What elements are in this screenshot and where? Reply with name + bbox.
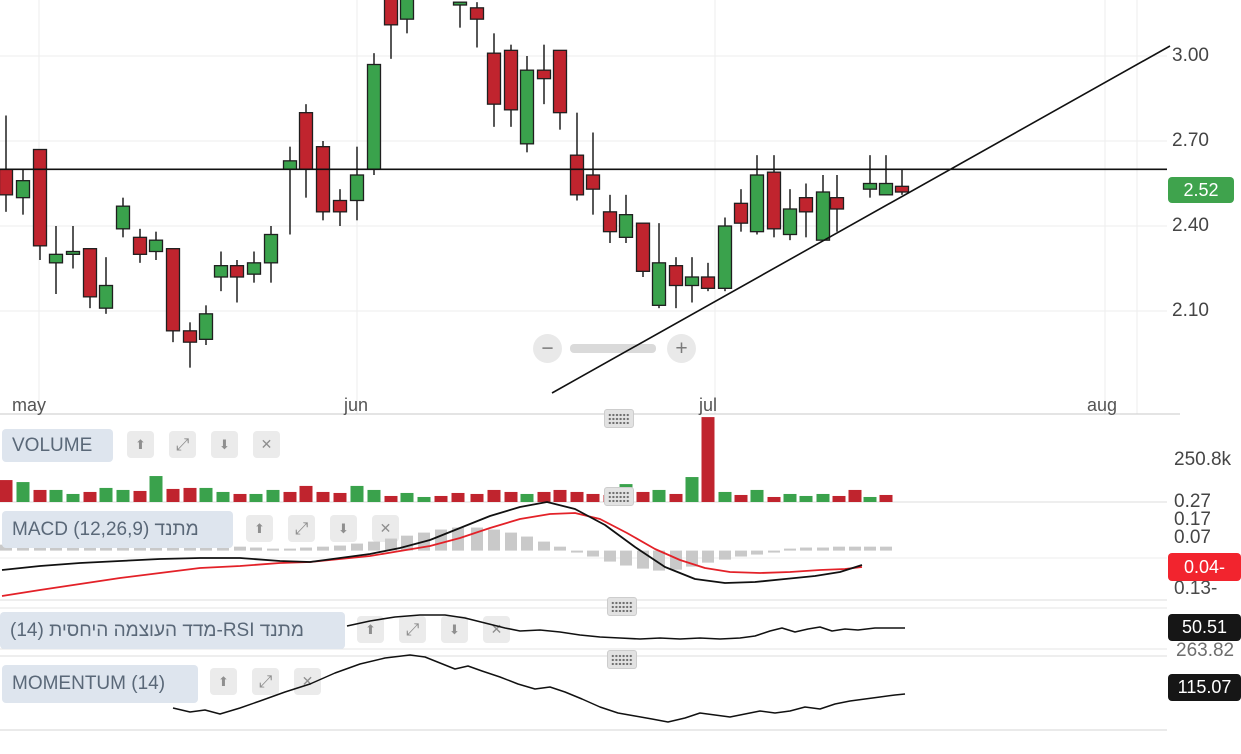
zoom-slider[interactable]	[568, 341, 658, 355]
price-tick-label: 3.00	[1172, 45, 1209, 66]
volume-up-button[interactable]: ⬆	[127, 431, 154, 458]
volume-bars	[0, 417, 893, 502]
macd-scale-label-below: 0.13-	[1174, 578, 1218, 599]
zoom-in-button[interactable]: +	[667, 334, 696, 363]
momentum-line	[172, 654, 906, 723]
volume-expand-button[interactable]: ⤢	[169, 431, 196, 458]
rsi-expand-button[interactable]: ⤢	[399, 616, 426, 643]
close-icon: ✕	[301, 673, 314, 689]
macd-value: 0.04-	[1183, 556, 1226, 577]
momentum-close-button[interactable]: ✕	[294, 668, 321, 695]
zoom-out-button[interactable]: −	[533, 334, 562, 363]
arrow-down-icon: ⬇	[338, 520, 349, 536]
arrow-up-icon: ⬆	[135, 436, 146, 452]
panel-resize-handle[interactable]	[604, 487, 634, 506]
macd-scale-label: 0.27	[1174, 491, 1211, 512]
momentum-up-button[interactable]: ⬆	[210, 668, 237, 695]
expand-icon: ⤢	[258, 671, 273, 691]
drag-dots-icon	[611, 654, 633, 665]
month-label-jun: jun	[344, 395, 369, 415]
close-icon: ✕	[490, 621, 503, 637]
volume-close-button[interactable]: ✕	[253, 431, 280, 458]
momentum-scale-label: 263.82	[1176, 640, 1235, 661]
panel-resize-handle[interactable]	[607, 597, 637, 616]
minus-icon: −	[541, 336, 554, 360]
rsi-down-button[interactable]: ⬇	[441, 616, 468, 643]
arrow-up-icon: ⬆	[218, 673, 229, 689]
rsi-up-button[interactable]: ⬆	[357, 616, 384, 643]
macd-close-button[interactable]: ✕	[372, 515, 399, 542]
rsi-value: 50.51	[1181, 617, 1228, 637]
macd-scale-label: 0.07	[1174, 527, 1211, 548]
panel-resize-handle[interactable]	[607, 650, 637, 669]
panel-resize-handle[interactable]	[604, 409, 634, 428]
last-price-badge: 2.52	[1168, 177, 1234, 203]
drag-dots-icon	[608, 491, 630, 502]
macd-up-button[interactable]: ⬆	[246, 515, 273, 542]
macd-panel-title: MACD (12,26,9) מתנד	[12, 518, 199, 540]
volume-scale-label: 250.8k	[1174, 449, 1232, 470]
arrow-down-icon: ⬇	[449, 621, 460, 637]
arrow-up-icon: ⬆	[365, 621, 376, 637]
candles	[0, 0, 910, 368]
drag-dots-icon	[608, 413, 630, 424]
close-icon: ✕	[260, 436, 273, 452]
price-tick-label: 2.40	[1172, 215, 1209, 236]
rsi-panel-title: מתנד RSI-מדד העוצמה היחסית (14)	[10, 619, 304, 641]
price-tick-label: 2.10	[1172, 300, 1209, 321]
expand-icon: ⤢	[405, 619, 420, 639]
rsi-value-badge: 50.51	[1168, 614, 1241, 641]
macd-scale-label: 0.17	[1174, 509, 1211, 530]
arrow-up-icon: ⬆	[254, 520, 265, 536]
time-axis[interactable]	[0, 396, 1165, 415]
volume-panel-title: VOLUME	[12, 434, 93, 456]
month-label-aug: aug	[1087, 395, 1118, 415]
rsi-panel-label[interactable]: מתנד RSI-מדד העוצמה היחסית (14)	[0, 612, 345, 649]
plus-icon: +	[675, 336, 688, 360]
rsi-line	[346, 614, 905, 640]
expand-icon: ⤢	[175, 434, 190, 454]
momentum-value-badge: 115.07	[1168, 674, 1241, 701]
rsi-close-button[interactable]: ✕	[483, 616, 510, 643]
close-icon: ✕	[379, 520, 392, 536]
macd-expand-button[interactable]: ⤢	[288, 515, 315, 542]
momentum-expand-button[interactable]: ⤢	[252, 668, 279, 695]
month-label-jul: jul	[699, 395, 718, 415]
macd-value-badge: 0.04-	[1168, 553, 1241, 581]
month-label-may: may	[12, 395, 47, 415]
arrow-down-icon: ⬇	[219, 436, 230, 452]
macd-down-button[interactable]: ⬇	[330, 515, 357, 542]
price-tick-label: 2.70	[1172, 130, 1209, 151]
expand-icon: ⤢	[294, 518, 309, 538]
macd-panel-label[interactable]: MACD (12,26,9) מתנד	[2, 511, 233, 548]
momentum-panel-label[interactable]: MOMENTUM (14)	[2, 665, 198, 703]
last-price-value: 2.52	[1183, 179, 1219, 200]
momentum-value: 115.07	[1177, 677, 1232, 697]
volume-panel-label[interactable]: VOLUME	[2, 429, 113, 462]
volume-down-button[interactable]: ⬇	[211, 431, 238, 458]
momentum-panel-title: MOMENTUM (14)	[12, 673, 166, 694]
drag-dots-icon	[611, 601, 633, 612]
